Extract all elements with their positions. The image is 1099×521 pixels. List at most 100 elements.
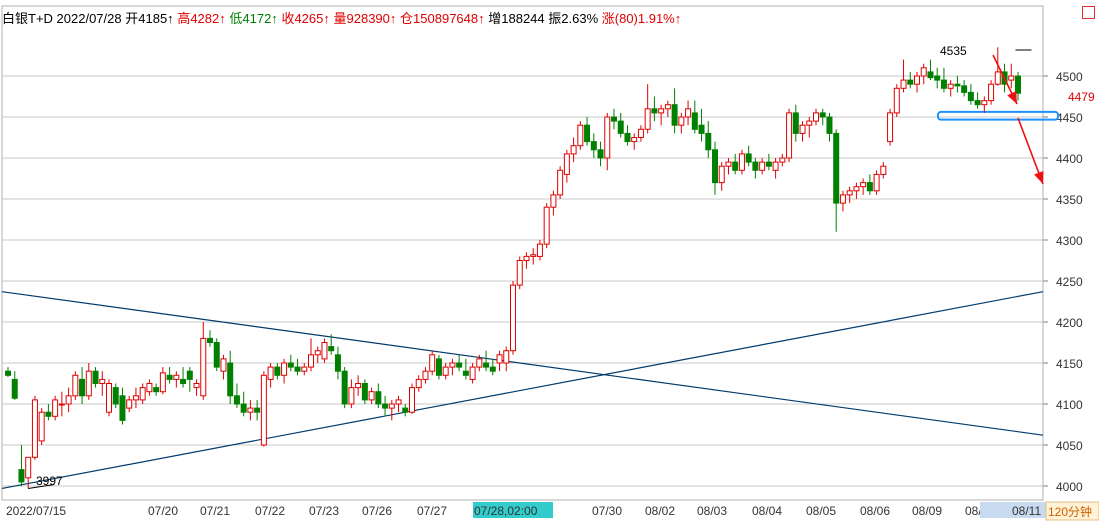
candle-body xyxy=(516,260,523,286)
candle-body xyxy=(462,370,469,376)
x-tick-label: 07/20 xyxy=(148,504,178,518)
candle-body xyxy=(604,116,611,159)
candle-body xyxy=(45,411,52,417)
candle-body xyxy=(738,153,745,171)
candle-body xyxy=(893,87,900,114)
candle-body xyxy=(691,112,698,130)
candle-body xyxy=(52,399,59,417)
x-tick-label: 08/06 xyxy=(860,504,890,518)
quote-header: 白银T+D 2022/07/28 开4185↑ 高4282↑ 低4172↑ 收4… xyxy=(2,8,681,27)
high-value: 4282↑ xyxy=(190,11,226,26)
candle-body xyxy=(79,378,86,397)
candle-body xyxy=(58,403,65,406)
candle-body xyxy=(25,456,32,479)
candle-body xyxy=(213,342,220,368)
candle-body xyxy=(38,411,45,442)
candle-body xyxy=(173,374,180,380)
candle-body xyxy=(11,378,18,399)
candle-body xyxy=(314,350,321,356)
x-tick-label: 08/09 xyxy=(912,504,942,518)
candle-body xyxy=(611,116,617,122)
candle-body xyxy=(361,383,368,401)
candle-body xyxy=(577,124,584,147)
x-tick-label: 07/22 xyxy=(255,504,285,518)
down-arrow-long-head xyxy=(1034,171,1044,184)
candle-body xyxy=(853,186,860,192)
candle-body xyxy=(833,132,840,204)
candle-body xyxy=(772,161,779,171)
high-label: 高 xyxy=(177,11,191,26)
candle-body xyxy=(139,387,146,401)
candle-body xyxy=(887,112,894,143)
candle-body xyxy=(99,378,106,384)
candle-body xyxy=(287,362,294,368)
period-label: 120分钟 xyxy=(1048,504,1092,519)
support-zone-box xyxy=(936,110,1060,121)
window-toggle-icon[interactable] xyxy=(1082,6,1095,19)
candle-body xyxy=(644,108,651,130)
y-tick-label: 4500 xyxy=(1056,70,1083,84)
trendline-ascending xyxy=(1,291,1044,490)
x-tick-label: 08/05 xyxy=(806,504,836,518)
candle-body xyxy=(631,137,638,143)
candle-body xyxy=(994,71,1001,85)
candle-body xyxy=(328,346,335,352)
candle-body xyxy=(759,161,766,171)
x-tick-label: 07/23 xyxy=(309,504,339,518)
x-tick-label: 2022/07/15 xyxy=(6,504,66,518)
candle-body xyxy=(186,370,193,380)
candle-body xyxy=(536,243,543,257)
candle-body xyxy=(563,153,570,175)
low-annotation-leader xyxy=(28,483,55,489)
candle-body xyxy=(476,358,483,368)
candle-body xyxy=(765,161,772,167)
candle-body xyxy=(132,395,139,401)
candle-body xyxy=(685,108,692,118)
candle-body xyxy=(65,395,72,405)
candle-body xyxy=(395,399,402,405)
candle-body xyxy=(146,383,153,393)
candle-body xyxy=(409,387,415,413)
candle-body xyxy=(988,83,995,102)
candle-body xyxy=(200,337,207,397)
candle-body xyxy=(705,132,712,151)
candle-body xyxy=(826,116,833,134)
candle-body xyxy=(85,370,92,397)
candle-body xyxy=(947,83,954,89)
candle-body xyxy=(671,104,678,126)
candle-body xyxy=(961,85,968,93)
volume-label: 量 xyxy=(333,11,347,26)
open-value: 4185↑ xyxy=(138,11,174,26)
y-tick-label: 4050 xyxy=(1056,439,1083,453)
x-tick-label: 08/03 xyxy=(697,504,727,518)
candle-body xyxy=(415,378,422,389)
candle-body xyxy=(907,79,914,85)
candle-body xyxy=(846,190,853,196)
plot-frame xyxy=(1,5,1044,501)
candle-body xyxy=(355,383,362,389)
candle-body xyxy=(92,370,99,385)
y-tick-label: 4100 xyxy=(1056,398,1083,412)
candle-body xyxy=(813,112,819,122)
candle-body xyxy=(442,366,449,376)
candle-body xyxy=(940,79,947,89)
x-tick-label: 07/21 xyxy=(200,504,230,518)
candle-body xyxy=(483,362,490,368)
close-label: 收 xyxy=(281,11,295,26)
y-tick-label: 4300 xyxy=(1056,234,1083,248)
amplitude: 振2.63% xyxy=(548,11,599,26)
x-tick-label: 07/30 xyxy=(592,504,622,518)
candle-body xyxy=(880,165,887,175)
candle-body xyxy=(382,403,389,409)
current-price-label: 4479 xyxy=(1068,90,1095,104)
candle-body xyxy=(469,366,476,380)
candle-body xyxy=(267,366,274,380)
candle-body xyxy=(489,366,496,372)
candle-body xyxy=(954,83,961,87)
candle-body xyxy=(866,182,873,192)
candle-body xyxy=(375,391,382,405)
candle-body xyxy=(590,141,597,151)
candle-body xyxy=(624,132,631,143)
candle-body xyxy=(752,161,759,171)
